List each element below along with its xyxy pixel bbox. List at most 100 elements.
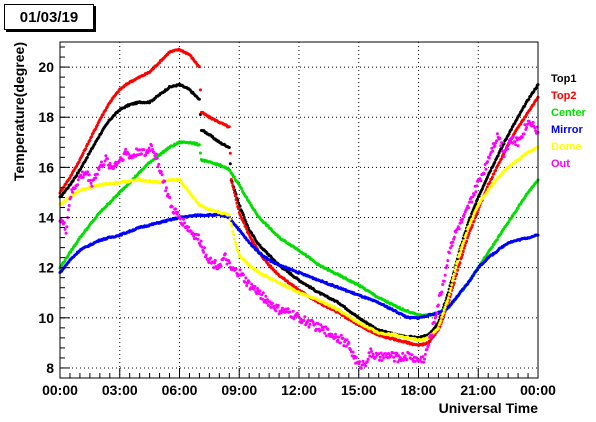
data-point	[228, 151, 232, 155]
data-point	[523, 104, 527, 108]
data-point	[234, 244, 238, 247]
data-point	[257, 292, 261, 295]
data-point	[244, 276, 248, 280]
data-point	[228, 261, 232, 265]
data-point	[139, 152, 143, 156]
data-point	[506, 141, 510, 145]
data-point	[191, 231, 195, 235]
data-point	[439, 319, 443, 323]
data-point	[178, 217, 182, 221]
data-point	[442, 279, 446, 283]
data-point	[475, 184, 479, 188]
data-point	[458, 251, 462, 255]
axes: 00:00 03:00 06:00 09:00 12:00 15:00 18:00 21:00…	[38, 46, 556, 398]
data-point	[470, 200, 474, 204]
data-point	[222, 256, 226, 260]
data-point	[148, 149, 152, 153]
data-point	[232, 237, 236, 241]
data-point	[516, 144, 520, 148]
data-point	[154, 152, 158, 156]
data-point	[274, 309, 278, 313]
data-point	[242, 216, 246, 219]
data-point	[456, 265, 460, 269]
data-point	[342, 344, 346, 348]
data-point	[261, 291, 265, 295]
data-point	[425, 348, 429, 351]
data-point	[496, 154, 500, 157]
data-point	[77, 237, 81, 241]
data-point	[347, 341, 351, 344]
data-point	[266, 303, 270, 307]
data-point	[95, 172, 99, 176]
data-point	[199, 239, 203, 243]
data-point	[465, 239, 469, 243]
data-point	[534, 86, 538, 90]
data-point	[163, 179, 167, 183]
data-point	[182, 217, 186, 221]
x-tick-label: 18:00	[401, 382, 437, 398]
data-point	[472, 193, 476, 197]
legend-entry-top1: Top1	[551, 73, 576, 85]
data-point	[313, 322, 317, 326]
data-point	[81, 151, 85, 155]
data-point	[392, 359, 396, 363]
data-point	[477, 194, 481, 198]
data-point	[198, 88, 202, 92]
data-point	[447, 293, 451, 296]
data-point	[234, 267, 238, 271]
data-point	[235, 201, 239, 205]
data-point	[324, 334, 328, 338]
data-point	[472, 219, 476, 223]
data-point	[326, 327, 330, 331]
data-point	[75, 174, 79, 178]
x-tick-label: 09:00	[221, 382, 257, 398]
data-point	[495, 139, 499, 143]
data-point	[442, 308, 446, 312]
data-point	[435, 311, 439, 315]
data-point	[255, 292, 259, 296]
data-point	[534, 129, 538, 133]
data-point	[138, 148, 142, 152]
data-point	[439, 293, 443, 296]
data-point	[112, 165, 116, 168]
data-point	[233, 241, 237, 244]
data-point	[457, 253, 461, 257]
data-point	[126, 152, 130, 156]
data-point	[88, 138, 92, 142]
data-point	[124, 147, 128, 151]
data-point	[229, 178, 233, 181]
data-point	[258, 289, 262, 293]
data-point	[455, 262, 459, 266]
data-point	[398, 355, 402, 359]
data-point	[223, 252, 227, 256]
data-point	[270, 301, 274, 305]
data-point	[467, 200, 471, 204]
data-point	[283, 310, 287, 314]
data-point	[392, 355, 396, 359]
data-point	[471, 214, 475, 218]
data-point	[452, 272, 456, 276]
data-point	[89, 181, 93, 185]
data-point	[359, 366, 363, 370]
data-point	[418, 358, 422, 362]
data-point	[123, 150, 127, 154]
y-tick-label: 18	[38, 109, 54, 125]
data-point	[197, 97, 201, 101]
data-point	[490, 175, 494, 179]
legend-entry-top2: Top2	[551, 90, 576, 102]
x-tick-label: 21:00	[460, 382, 496, 398]
data-point	[232, 187, 236, 191]
data-point	[87, 173, 91, 177]
data-point	[516, 206, 520, 210]
data-point	[449, 286, 453, 290]
data-point	[164, 189, 168, 193]
data-point	[228, 169, 232, 172]
data-point	[451, 240, 455, 244]
data-point	[268, 300, 272, 304]
data-point	[339, 333, 343, 337]
data-point	[401, 351, 405, 355]
data-point	[234, 198, 238, 202]
data-point	[231, 229, 235, 233]
data-point	[166, 192, 170, 196]
data-point	[533, 126, 537, 130]
